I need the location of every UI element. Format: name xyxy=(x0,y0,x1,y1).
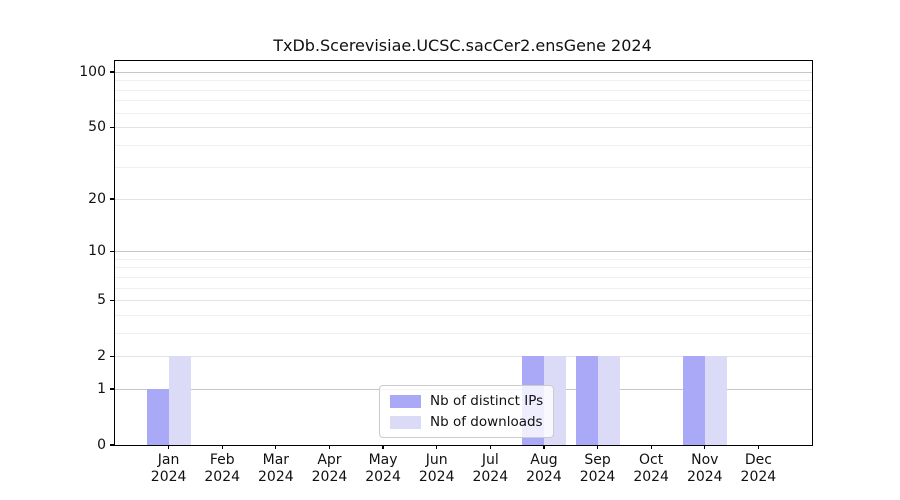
x-tick xyxy=(757,445,759,449)
gridline-major xyxy=(115,198,812,200)
legend-swatch-distinct-ips xyxy=(390,394,421,408)
legend-label-distinct-ips: Nb of distinct IPs xyxy=(430,393,544,409)
x-tick-label: Sep 2024 xyxy=(579,452,616,485)
x-tick xyxy=(275,445,277,449)
x-tick-label: Oct 2024 xyxy=(633,452,669,485)
x-tick-label: Jul 2024 xyxy=(472,452,509,485)
gridline-minor xyxy=(115,89,812,91)
bar-downloads-jan xyxy=(168,356,191,445)
y-tick-label: 2 xyxy=(97,348,106,365)
gridline-minor xyxy=(115,258,812,260)
x-tick-label: Jan 2024 xyxy=(150,452,187,485)
chart-title: TxDb.Scerevisiae.UCSC.sacCer2.ensGene 20… xyxy=(273,36,652,55)
x-tick-label: Nov 2024 xyxy=(686,452,723,485)
bar-distinct-ips-jan xyxy=(146,388,169,445)
legend-item-downloads: Nb of downloads xyxy=(390,414,543,430)
x-tick-label: Aug 2024 xyxy=(526,452,562,485)
gridline-minor xyxy=(115,287,812,289)
gridline-major xyxy=(115,356,812,358)
gridline-minor xyxy=(115,167,812,169)
y-tick xyxy=(109,355,114,357)
gridline-major xyxy=(115,300,812,302)
y-tick xyxy=(109,126,114,128)
x-tick-label: May 2024 xyxy=(365,452,401,485)
y-tick-label: 50 xyxy=(88,119,106,136)
x-tick xyxy=(328,445,331,449)
bar-downloads-nov xyxy=(704,356,727,445)
gridline-major xyxy=(115,251,812,253)
gridline-minor xyxy=(115,276,812,278)
bar-distinct-ips-nov xyxy=(682,356,705,445)
y-tick-label: 5 xyxy=(97,292,106,309)
x-tick xyxy=(168,445,170,449)
y-tick xyxy=(109,299,114,301)
y-tick-label: 10 xyxy=(88,243,106,260)
legend: Nb of distinct IPs Nb of downloads xyxy=(379,385,555,438)
bar-downloads-sep xyxy=(597,356,620,445)
y-tick-label: 100 xyxy=(79,64,106,80)
x-tick xyxy=(221,445,223,449)
legend-label-downloads: Nb of downloads xyxy=(430,414,543,430)
legend-swatch-downloads xyxy=(390,415,421,429)
gridline-major xyxy=(115,127,812,129)
gridline-minor xyxy=(115,100,812,102)
legend-item-distinct-ips: Nb of distinct IPs xyxy=(390,393,543,409)
y-tick-label: 1 xyxy=(97,380,106,397)
y-tick-label: 20 xyxy=(88,190,106,207)
x-tick xyxy=(382,445,384,449)
gridline-minor xyxy=(115,80,812,82)
gridline-minor xyxy=(115,144,812,146)
bar-distinct-ips-sep xyxy=(575,356,598,445)
y-tick-label: 0 xyxy=(97,437,106,453)
x-tick xyxy=(650,445,652,449)
x-tick xyxy=(596,445,599,449)
y-tick xyxy=(109,444,114,446)
gridline-minor xyxy=(115,332,812,334)
gridline-minor xyxy=(115,314,812,316)
x-tick-label: Mar 2024 xyxy=(258,452,294,485)
x-tick xyxy=(489,445,491,449)
gridline-major xyxy=(115,72,812,73)
x-tick xyxy=(436,445,438,449)
y-tick xyxy=(109,388,114,390)
x-tick-label: Apr 2024 xyxy=(311,452,348,485)
x-tick-label: Dec 2024 xyxy=(740,452,777,485)
y-tick xyxy=(109,71,114,73)
x-tick xyxy=(543,445,545,449)
x-tick xyxy=(704,445,706,449)
y-tick xyxy=(109,198,114,200)
x-tick-label: Feb 2024 xyxy=(204,452,241,485)
x-tick-label: Jun 2024 xyxy=(418,452,455,485)
gridline-minor xyxy=(115,112,812,114)
plot-area: Nb of distinct IPs Nb of downloads 0 1 2 5 1… xyxy=(79,60,813,485)
gridline-minor xyxy=(115,267,812,269)
y-tick xyxy=(109,250,114,252)
